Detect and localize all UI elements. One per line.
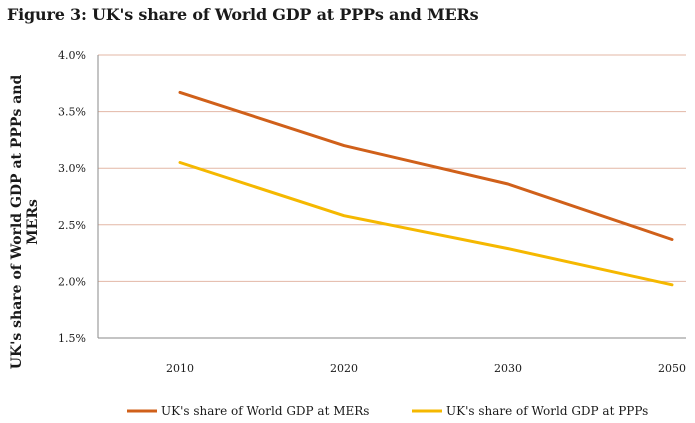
data-point: [342, 144, 346, 147]
data-point: [506, 182, 510, 186]
axes: [97, 55, 686, 339]
y-tick-label: 3.5%: [58, 106, 86, 119]
x-tick-label: 2020: [330, 362, 358, 375]
x-tick-labels: 2010 2020 2030 2050: [166, 362, 686, 375]
y-tick-labels: 1.5% 2.0% 2.5% 3.0% 3.5% 4.0%: [58, 49, 86, 345]
data-point: [670, 283, 674, 286]
chart-title: Figure 3: UK's share of World GDP at PPP…: [7, 5, 479, 24]
x-tick-label: 2030: [494, 362, 522, 375]
series-lines: [178, 90, 674, 287]
gridlines: [98, 54, 686, 282]
y-tick-label: 2.0%: [58, 275, 86, 288]
x-tick-label: 2010: [166, 362, 194, 375]
data-point: [178, 91, 182, 94]
data-point: [342, 214, 346, 217]
x-tick-label: 2050: [658, 362, 686, 375]
y-tick-label: 3.0%: [58, 162, 86, 175]
legend-label: UK's share of World GDP at MERs: [161, 404, 369, 418]
legend-label: UK's share of World GDP at PPPs: [446, 404, 648, 418]
legend: UK's share of World GDP at MERs UK's shar…: [127, 404, 648, 418]
y-tick-label: 4.0%: [58, 49, 86, 62]
data-point: [670, 238, 674, 241]
y-tick-label: 2.5%: [58, 219, 86, 232]
series-line-ppps: [178, 161, 674, 287]
series-line-mers: [178, 90, 674, 241]
data-point: [178, 161, 182, 164]
y-tick-label: 1.5%: [58, 332, 86, 345]
y-axis-label: UK's share of World GDP at PPPs and MERs: [9, 74, 41, 370]
data-point: [506, 247, 510, 250]
